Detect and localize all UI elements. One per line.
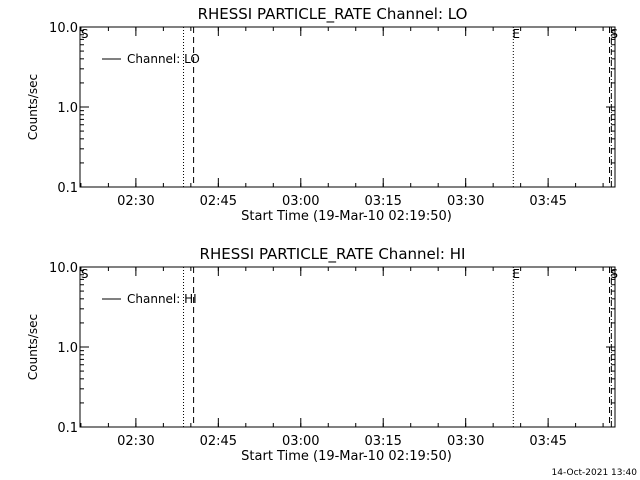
footer-timestamp: 14-Oct-2021 13:40 bbox=[552, 468, 638, 478]
panel1-event-marker-label: S bbox=[81, 27, 89, 41]
panel2-plot-frame bbox=[79, 266, 616, 428]
panel1-x-tick-label: 02:45 bbox=[200, 194, 237, 209]
panel2-legend-entry: Channel: HI bbox=[127, 292, 197, 306]
panel1-y-axis-label: Counts/sec bbox=[26, 74, 40, 140]
panel2-event-marker-label: S bbox=[610, 267, 618, 281]
panel1-plot-frame bbox=[79, 26, 616, 188]
panel2-y-axis-label: Counts/sec bbox=[26, 314, 40, 380]
panel2-x-tick-label: 02:30 bbox=[117, 434, 154, 449]
panel2-x-tick-label: 03:15 bbox=[364, 434, 401, 449]
panel2-x-tick-label: 03:45 bbox=[529, 434, 566, 449]
panel1-y-tick-label: 0.1 bbox=[57, 181, 78, 196]
panel2-y-tick-label: 1.0 bbox=[57, 341, 78, 356]
panel2-y-tick-label: 0.1 bbox=[57, 421, 78, 436]
panel1-y-tick-label: 10.0 bbox=[49, 21, 78, 36]
panel2-x-tick-label: 02:45 bbox=[200, 434, 237, 449]
panel2-chart-title: RHESSI PARTICLE_RATE Channel: HI bbox=[200, 245, 466, 264]
panel1-x-tick-label: 02:30 bbox=[117, 194, 154, 209]
panel2-x-tick-label: 03:00 bbox=[282, 434, 319, 449]
panel2-event-marker-label: S bbox=[81, 267, 89, 281]
panel2-event-marker-label: E bbox=[512, 267, 520, 281]
panel1-event-marker-label: E bbox=[512, 27, 520, 41]
panel1-x-tick-label: 03:30 bbox=[447, 194, 484, 209]
panel2-x-axis-label: Start Time (19-Mar-10 02:19:50) bbox=[241, 449, 452, 464]
panel2-x-tick-label: 03:30 bbox=[447, 434, 484, 449]
panel1-y-tick-label: 1.0 bbox=[57, 101, 78, 116]
panel1-x-tick-label: 03:00 bbox=[282, 194, 319, 209]
panel2-y-tick-label: 10.0 bbox=[49, 261, 78, 276]
panel1-x-tick-label: 03:15 bbox=[364, 194, 401, 209]
panel1-event-marker-label: S bbox=[610, 27, 618, 41]
panel1-chart-title: RHESSI PARTICLE_RATE Channel: LO bbox=[198, 5, 468, 24]
panel1-x-tick-label: 03:45 bbox=[529, 194, 566, 209]
panel1-legend-entry: Channel: LO bbox=[127, 52, 200, 66]
panel1-x-axis-label: Start Time (19-Mar-10 02:19:50) bbox=[241, 209, 452, 224]
